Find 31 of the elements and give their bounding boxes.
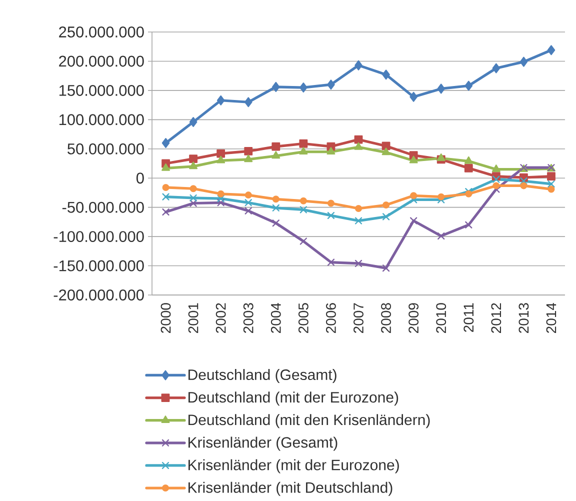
x-tick-label: 2006 — [326, 303, 336, 333]
x-tick-label: 2003 — [243, 303, 254, 333]
legend-label: Deutschland (Gesamt) — [188, 369, 336, 383]
x-tick-label: 2007 — [354, 303, 364, 333]
legend-label: Krisenländer (mit Deutschland) — [188, 482, 392, 496]
y-tick-label: -100.000.000 — [54, 231, 144, 242]
x-tick-label: 2002 — [216, 303, 226, 333]
y-tick-label: 50.000.000 — [68, 143, 144, 154]
x-tick-label: 2008 — [381, 303, 391, 333]
x-tick-label: 2011 — [464, 303, 474, 332]
y-tick-label: 0 — [136, 172, 144, 184]
x-tick-label: 2000 — [160, 303, 171, 333]
x-tick-label: 2012 — [491, 303, 502, 333]
legend-label: Krisenländer (Gesamt) — [188, 436, 338, 451]
x-tick-label: 2004 — [270, 302, 281, 333]
y-tick-label: 250.000.000 — [59, 26, 144, 38]
x-tick-label: 2005 — [298, 303, 308, 333]
x-tick-label: 2010 — [436, 303, 446, 333]
x-tick-label: 2001 — [188, 303, 198, 333]
x-tick-label: 2013 — [518, 303, 529, 333]
legend-label: Krisenländer (mit der Eurozone) — [188, 459, 399, 474]
y-tick-label: 200.000.000 — [59, 56, 144, 67]
y-tick-label: -150.000.000 — [54, 260, 144, 272]
x-tick-label: 2014 — [546, 302, 556, 333]
legend-label: Deutschland (mit der Eurozone) — [188, 392, 398, 406]
x-tick-label: 2009 — [408, 303, 419, 333]
y-tick-label: -50.000.000 — [62, 202, 144, 213]
y-tick-label: 150.000.000 — [59, 84, 144, 96]
y-tick-label: -200.000.000 — [54, 290, 144, 300]
y-tick-label: 100.000.000 — [59, 114, 144, 126]
legend-label: Deutschland (mit den Krisenländern) — [188, 414, 430, 428]
